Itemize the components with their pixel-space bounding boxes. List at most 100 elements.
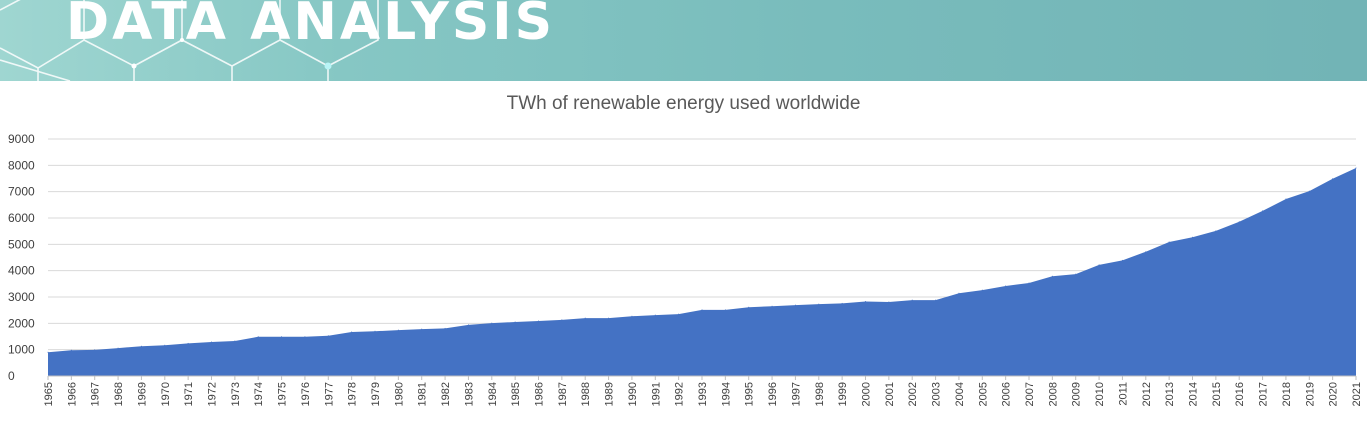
data-point — [1098, 264, 1100, 266]
x-tick-label: 1967 — [90, 382, 102, 406]
x-tick-label: 2002 — [907, 382, 919, 406]
data-point — [1308, 190, 1310, 192]
data-point — [935, 299, 937, 301]
data-point — [47, 351, 49, 353]
x-tick-label: 2019 — [1304, 382, 1316, 406]
x-tick-label: 1996 — [767, 382, 779, 406]
x-tick-label: 1985 — [510, 382, 522, 406]
x-tick-label: 1993 — [697, 382, 709, 406]
x-tick-label: 2016 — [1234, 382, 1246, 406]
data-point — [888, 301, 890, 303]
x-tick-label: 2017 — [1258, 382, 1270, 406]
x-tick-label: 2015 — [1211, 382, 1223, 406]
chart-title: TWh of renewable energy used worldwide — [506, 93, 861, 114]
data-point — [1215, 230, 1217, 232]
data-point — [1332, 178, 1334, 180]
data-point — [70, 349, 72, 351]
data-point — [538, 320, 539, 322]
data-point — [491, 322, 493, 324]
data-point — [981, 289, 983, 291]
x-tick-label: 2003 — [931, 382, 943, 406]
x-tick-label: 1978 — [347, 382, 359, 406]
x-tick-label: 2004 — [954, 382, 966, 406]
data-point — [841, 302, 843, 304]
x-tick-label: 2010 — [1094, 382, 1106, 406]
x-tick-label: 1986 — [534, 382, 546, 406]
x-tick-label: 2007 — [1024, 382, 1036, 406]
x-tick-label: 1972 — [207, 382, 219, 406]
x-tick-label: 1970 — [160, 382, 172, 406]
data-point — [584, 317, 586, 319]
x-tick-label: 1976 — [300, 382, 312, 406]
x-tick-label: 1992 — [674, 382, 686, 406]
x-tick-label: 1987 — [557, 382, 569, 406]
chart-container: TWh of renewable energy used worldwide 0… — [0, 81, 1367, 422]
hexagon-pattern — [0, 0, 379, 81]
x-tick-label: 1999 — [837, 382, 849, 406]
y-tick-label: 9000 — [8, 132, 35, 146]
y-tick-label: 5000 — [8, 237, 35, 251]
data-point — [748, 306, 750, 308]
data-point — [514, 321, 516, 323]
x-tick-label: 1995 — [744, 382, 756, 406]
x-tick-label: 1975 — [277, 382, 289, 406]
data-point — [1145, 251, 1147, 253]
data-point — [724, 309, 726, 311]
x-tick-label: 1989 — [604, 382, 616, 406]
data-point — [140, 345, 142, 347]
x-tick-label: 2014 — [1188, 382, 1200, 406]
area-chart: 0 1000 2000 3000 4000 5000 6000 7000 8000 9000 196… — [8, 132, 1363, 406]
data-point — [1028, 282, 1030, 284]
data-point — [911, 299, 913, 301]
x-tick-label: 2008 — [1047, 382, 1059, 406]
data-point — [444, 327, 446, 329]
x-tick-label: 1966 — [66, 382, 78, 406]
data-point — [818, 303, 820, 305]
header-banner: DATA ANALYSIS — [0, 0, 1367, 81]
data-point — [865, 300, 866, 302]
data-point — [94, 349, 96, 351]
data-point — [1238, 221, 1240, 223]
x-tick-label: 2020 — [1328, 382, 1340, 406]
x-tick-label: 1974 — [253, 382, 265, 406]
x-tick-label: 1984 — [487, 382, 499, 406]
x-tick-label: 1965 — [43, 382, 55, 406]
data-point — [467, 324, 469, 326]
x-tick-label: 1983 — [463, 382, 475, 406]
y-tick-label: 3000 — [8, 290, 35, 304]
data-point — [1121, 259, 1123, 261]
data-point — [771, 305, 773, 307]
x-tick-label: 2021 — [1351, 382, 1363, 406]
y-tick-label: 2000 — [8, 316, 35, 330]
x-tick-label: 1973 — [230, 382, 242, 406]
data-point — [234, 340, 236, 342]
y-tick-label: 6000 — [8, 211, 35, 225]
x-tick-label: 2009 — [1071, 382, 1083, 406]
x-tick-label: 1994 — [720, 382, 732, 406]
x-tick-label: 2011 — [1117, 382, 1129, 406]
data-point — [1285, 198, 1287, 200]
data-point — [958, 292, 960, 294]
x-tick-label: 2005 — [977, 382, 989, 406]
data-point — [421, 328, 423, 330]
data-point — [678, 313, 680, 315]
x-tick-label: 1977 — [323, 382, 335, 406]
x-tick-label: 1998 — [814, 382, 826, 406]
x-tick-label: 1997 — [790, 382, 802, 406]
data-point — [1051, 275, 1053, 277]
x-tick-label: 2012 — [1141, 382, 1153, 406]
data-point — [397, 329, 399, 331]
x-tick-label: 2018 — [1281, 382, 1293, 406]
data-point — [1168, 241, 1170, 243]
x-tick-label: 1990 — [627, 382, 639, 406]
y-tick-label: 1000 — [8, 343, 35, 357]
x-tick-label: 1980 — [393, 382, 405, 406]
x-tick-label: 2001 — [884, 382, 896, 406]
data-point — [351, 331, 353, 333]
area-series — [48, 167, 1356, 376]
x-tick-label: 1988 — [580, 382, 592, 406]
x-tick-label: 1971 — [183, 382, 195, 406]
x-tick-label: 2000 — [861, 382, 873, 406]
y-tick-label: 8000 — [8, 158, 35, 172]
x-tick-label: 1968 — [113, 382, 125, 406]
